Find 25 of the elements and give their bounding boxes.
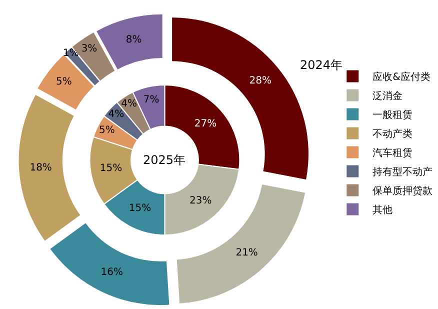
data-label: 27% [194,118,217,130]
data-label: 4% [108,108,124,120]
slice-label: 2024年 [300,58,343,72]
legend-label: 汽车租赁 [372,147,413,160]
legend-label: 应收&应付类 [372,71,430,84]
legend-label: 一般租赁 [372,109,413,122]
legend-label: 泛消金 [372,90,403,102]
data-label: 21% [236,248,258,259]
data-label: 7% [143,94,160,106]
data-label: 3% [81,43,98,54]
legend-label: 不动产类 [372,128,413,140]
data-label: 28% [249,75,272,86]
data-label: 18% [30,162,52,174]
data-label: 4% [121,98,137,110]
data-label: 16% [100,266,123,278]
slice-label: 2025年 [143,153,186,167]
data-label: 5% [56,76,72,88]
data-label: 5% [99,125,115,136]
data-label: 23% [190,195,212,206]
legend-label: 保单质押贷款 [372,185,433,198]
legend-label: 其他 [372,204,393,216]
data-label: 15% [128,202,152,214]
legend-label: 持有型不动产 [372,166,433,178]
data-label: 15% [100,163,122,174]
data-label: 8% [126,34,142,46]
